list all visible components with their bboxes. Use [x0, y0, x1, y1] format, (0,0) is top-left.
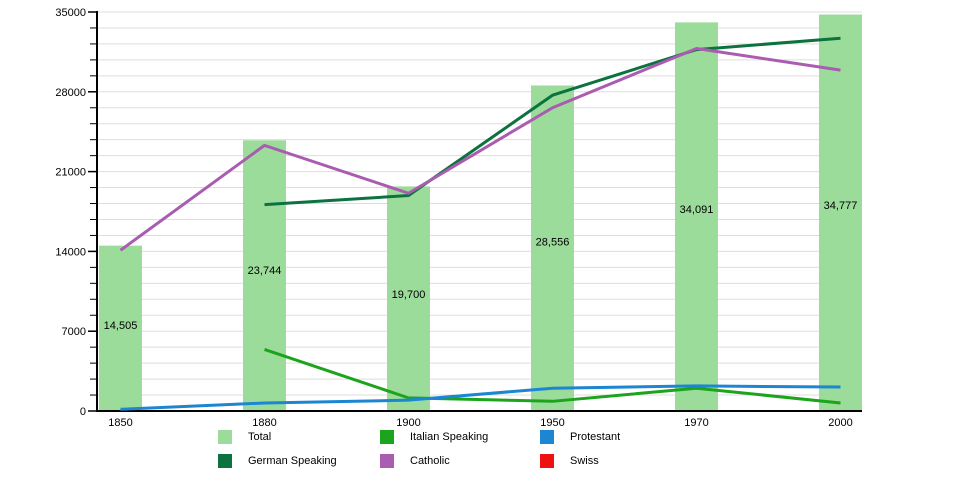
series-line-italian-speaking — [264, 348, 841, 405]
x-tick-label: 1850 — [108, 417, 132, 428]
legend-label: Total — [248, 431, 272, 443]
legend: Total German Speaking Italian Speaking Cath… — [218, 430, 712, 468]
y-tick-label: 28000 — [55, 87, 86, 99]
x-tick-label: 1880 — [252, 417, 276, 428]
x-tick-label: 1900 — [396, 417, 420, 428]
total-bars — [99, 14, 862, 411]
bar-value-label: 34,091 — [680, 204, 714, 216]
bar-value-label: 19,700 — [392, 289, 426, 301]
total-bar — [531, 85, 574, 411]
legend-item-catholic: Catholic — [380, 454, 540, 468]
x-labels: 1850 1880 1900 1950 1970 2000 — [108, 417, 852, 429]
total-bar — [675, 22, 718, 411]
total-bar — [387, 186, 430, 411]
legend-item-german-speaking: German Speaking — [218, 454, 380, 468]
legend-item-protestant: Protestant — [540, 430, 712, 444]
bar-value-label: 23,744 — [248, 265, 282, 277]
legend-label: Swiss — [570, 455, 599, 467]
total-bar — [99, 245, 142, 411]
series-line-protestant — [120, 384, 841, 411]
legend-label: Catholic — [410, 455, 450, 467]
legend-label: Protestant — [570, 431, 621, 443]
y-tick-label: 21000 — [55, 167, 86, 179]
series-line-german-speaking — [264, 36, 841, 207]
total-bar — [243, 140, 286, 411]
legend-swatch-italian-speaking — [380, 430, 394, 444]
legend-item-swiss: Swiss — [540, 454, 712, 468]
bar-value-label: 34,777 — [824, 200, 858, 212]
legend-item-total: Total — [218, 430, 380, 444]
series-line-catholic — [119, 46, 841, 252]
legend-swatch-catholic — [380, 454, 394, 468]
x-tick-label: 1950 — [540, 417, 564, 428]
legend-item-italian-speaking: Italian Speaking — [380, 430, 540, 444]
bar-value-labels: 14,505 23,744 19,700 28,556 34,091 34,777 — [104, 200, 858, 332]
y-tick-label: 35000 — [55, 7, 86, 19]
y-tick-label: 0 — [80, 406, 86, 418]
x-tick-label: 1970 — [684, 417, 708, 428]
bar-value-label: 14,505 — [104, 320, 138, 332]
legend-swatch-swiss — [540, 454, 554, 468]
legend-swatch-protestant — [540, 430, 554, 444]
total-bar — [819, 14, 862, 411]
y-ticks: 0 7000 14000 21000 28000 35000 — [55, 7, 97, 418]
line-series — [119, 36, 841, 411]
gridlines — [97, 11, 862, 396]
y-tick-label: 7000 — [62, 326, 86, 338]
chart-canvas: 0 7000 14000 21000 28000 35000 1850 1880 1900 195… — [55, 7, 862, 429]
legend-label: Italian Speaking — [410, 431, 489, 443]
y-tick-label: 14000 — [55, 246, 86, 258]
bar-value-label: 28,556 — [536, 237, 570, 249]
legend-swatch-total — [218, 430, 232, 444]
legend-label: German Speaking — [248, 455, 337, 467]
x-tick-label: 2000 — [828, 417, 852, 428]
legend-swatch-german-speaking — [218, 454, 232, 468]
